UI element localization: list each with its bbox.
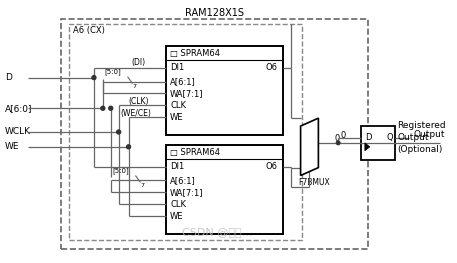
Text: (DI): (DI) — [132, 58, 146, 67]
Text: (WE/CE): (WE/CE) — [121, 109, 152, 118]
Text: □ SPRAM64: □ SPRAM64 — [170, 148, 220, 157]
Text: WE: WE — [5, 142, 20, 151]
Text: CLK: CLK — [170, 200, 186, 209]
Text: WE: WE — [170, 211, 184, 221]
Text: [5:0]: [5:0] — [113, 167, 129, 174]
Polygon shape — [365, 143, 370, 151]
Bar — [361, 126, 394, 160]
Text: Q: Q — [387, 133, 393, 142]
Circle shape — [101, 106, 105, 110]
Text: DI1: DI1 — [170, 162, 184, 171]
Text: 0: 0 — [334, 134, 340, 143]
Text: O6: O6 — [266, 63, 278, 72]
Text: D: D — [365, 133, 372, 142]
Text: RAM128X1S: RAM128X1S — [185, 8, 244, 18]
Text: 0: 0 — [340, 132, 345, 140]
Text: (Optional): (Optional) — [398, 145, 443, 154]
Text: WA[7:1]: WA[7:1] — [170, 89, 203, 98]
Text: 7: 7 — [140, 183, 144, 188]
Text: A[6:1]: A[6:1] — [170, 77, 196, 86]
Text: D: D — [5, 73, 12, 82]
Text: A[6:0]: A[6:0] — [5, 104, 32, 113]
Circle shape — [109, 106, 113, 110]
Circle shape — [92, 76, 96, 80]
Text: 7: 7 — [133, 84, 137, 89]
Text: [5:0]: [5:0] — [105, 68, 122, 75]
Circle shape — [117, 130, 121, 134]
Text: A[6:1]: A[6:1] — [170, 176, 196, 185]
Bar — [69, 24, 302, 240]
Text: CLK: CLK — [170, 101, 186, 110]
Text: Output: Output — [413, 130, 445, 139]
Text: (CLK): (CLK) — [128, 97, 149, 106]
Text: Registered: Registered — [398, 122, 446, 130]
Circle shape — [127, 145, 131, 149]
Bar — [61, 19, 368, 249]
Circle shape — [336, 141, 340, 145]
Text: F7BMUX: F7BMUX — [298, 178, 330, 187]
Text: DI1: DI1 — [170, 63, 184, 72]
Text: CSDN @行者…: CSDN @行者… — [182, 227, 253, 237]
Text: Output: Output — [398, 133, 429, 142]
Text: A6 (CX): A6 (CX) — [73, 26, 105, 35]
Text: O6: O6 — [266, 162, 278, 171]
Bar — [166, 46, 283, 135]
Text: WE: WE — [170, 113, 184, 122]
Text: WCLK: WCLK — [5, 128, 31, 136]
Text: □ SPRAM64: □ SPRAM64 — [170, 49, 220, 58]
Text: WA[7:1]: WA[7:1] — [170, 188, 203, 197]
Bar — [166, 145, 283, 234]
Polygon shape — [301, 118, 319, 175]
